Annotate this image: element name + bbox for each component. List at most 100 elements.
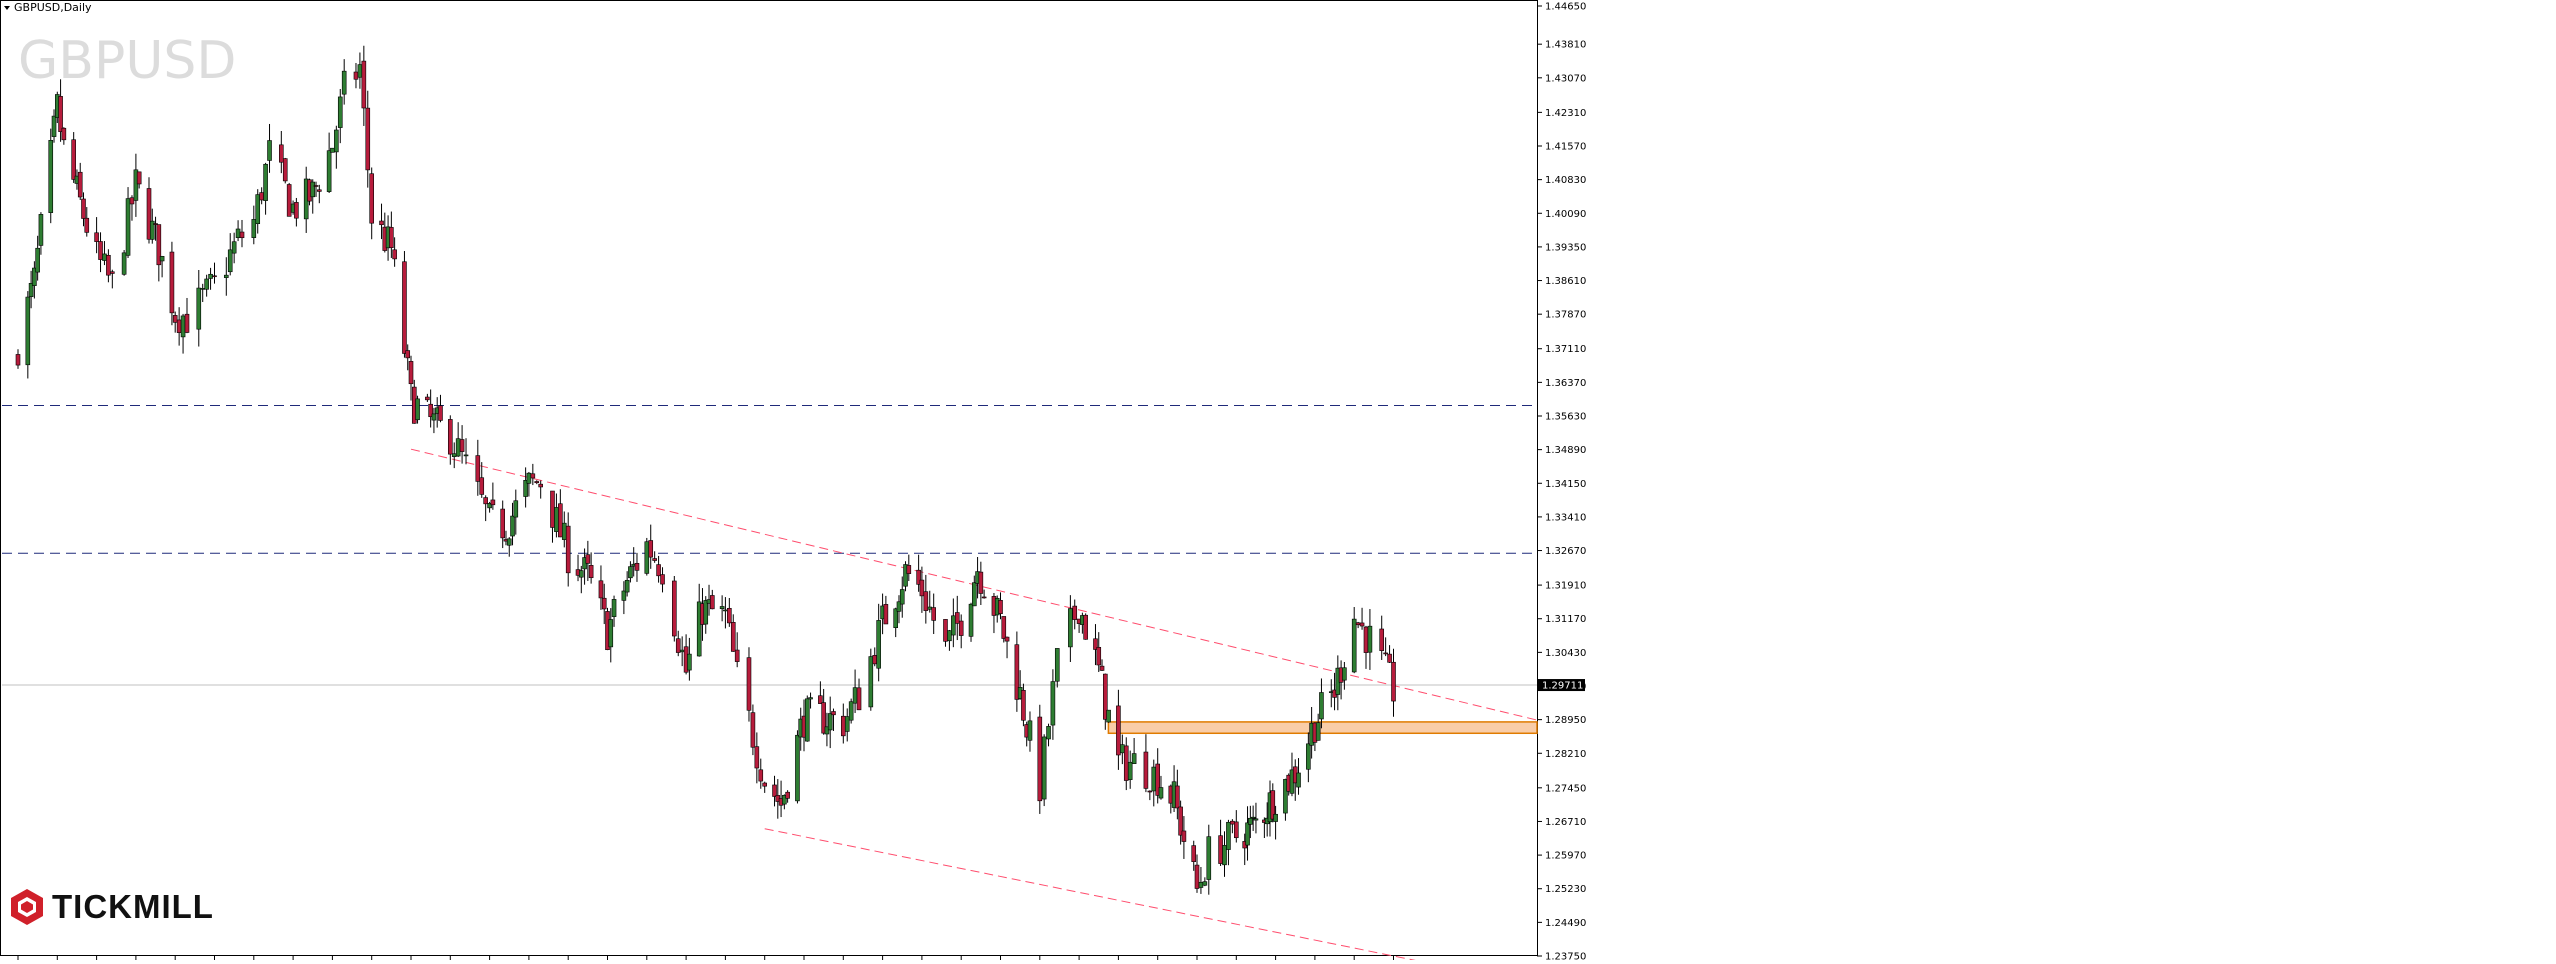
candle — [1054, 648, 1060, 688]
trendline[interactable] — [764, 828, 1537, 964]
candle — [876, 603, 881, 682]
candle — [379, 203, 384, 240]
y-tick-label: 1.26710 — [1545, 817, 1586, 828]
time-axis: 12 Jan 201824 Jan 20185 Feb 201815 Feb 2… — [0, 956, 1421, 964]
candle-body-bearish — [856, 687, 862, 711]
support-zone-rect[interactable] — [1107, 721, 1538, 735]
candle-body-bullish — [719, 606, 725, 609]
candle-body-bullish — [899, 589, 905, 605]
symbol-label: GBPUSD,Daily — [14, 1, 92, 14]
y-tick-label: 1.34890 — [1545, 445, 1586, 456]
candle — [746, 647, 752, 722]
candle — [25, 291, 31, 379]
candle — [1096, 632, 1102, 673]
candle-body-bullish — [35, 247, 40, 273]
candle — [1181, 816, 1187, 859]
candle — [1014, 631, 1020, 712]
candle — [1093, 624, 1098, 666]
candle — [727, 597, 732, 627]
candle-body-bullish — [621, 590, 627, 601]
candle-body-bullish — [824, 726, 830, 735]
candle-body-bearish — [110, 271, 115, 274]
candle-body-bullish — [506, 538, 512, 546]
horizontal-lines — [2, 405, 1537, 686]
candle — [1351, 607, 1357, 674]
candle-body-bearish — [1175, 785, 1180, 809]
candle — [652, 551, 657, 563]
candle — [212, 262, 217, 284]
candle-body-bullish — [208, 273, 213, 279]
candle-body-bearish — [58, 96, 63, 132]
candle — [408, 355, 414, 401]
candle — [1273, 805, 1278, 840]
candle-body-bearish — [153, 223, 158, 225]
candle — [1342, 661, 1347, 690]
candle — [954, 595, 960, 641]
candle-body-bearish — [447, 419, 453, 455]
candle-body-bullish — [1120, 744, 1125, 754]
candle-body-bullish — [1106, 709, 1111, 723]
candle-body-bearish — [459, 439, 465, 452]
symbol-watermark: GBPUSD — [18, 31, 236, 91]
candle — [558, 489, 563, 538]
candle — [94, 217, 99, 254]
y-tick-label: 1.40090 — [1545, 209, 1586, 220]
candle — [883, 595, 889, 625]
candle — [1106, 709, 1111, 723]
candle — [1359, 607, 1365, 630]
candle-body-bearish — [1387, 653, 1392, 663]
candle — [316, 184, 322, 204]
candle — [267, 123, 272, 173]
candle-body-bullish — [1041, 736, 1047, 800]
candle-body-bullish — [451, 453, 457, 457]
candle — [279, 130, 284, 174]
candle-body-bullish — [337, 96, 343, 128]
candle — [530, 463, 536, 486]
candle-body-bullish — [102, 253, 107, 261]
candle-body-bullish — [703, 600, 709, 625]
candle — [634, 552, 640, 582]
candle-body-bearish — [379, 220, 384, 226]
candle-body-bearish — [840, 715, 846, 737]
candle-body-bullish — [808, 697, 813, 700]
candle — [389, 211, 394, 258]
candle — [754, 732, 760, 784]
candle — [1021, 683, 1026, 727]
candle — [369, 167, 375, 240]
candle — [1315, 713, 1321, 741]
candle — [1253, 802, 1259, 834]
candle-body-bullish — [121, 252, 127, 275]
candle-body-bullish — [971, 582, 977, 607]
candle-body-bullish — [255, 194, 261, 225]
candle — [931, 593, 936, 635]
collapse-triangle-icon[interactable] — [4, 6, 10, 10]
candle — [204, 274, 209, 297]
y-tick-label: 1.44650 — [1545, 2, 1586, 13]
candle — [608, 608, 614, 663]
candle-body-bearish — [565, 525, 571, 574]
candle — [475, 439, 481, 496]
candle — [1250, 805, 1256, 831]
candle-body-bearish — [754, 746, 760, 769]
candle-body-bearish — [1093, 638, 1098, 650]
candle-body-bearish — [672, 580, 677, 637]
candle-body-bullish — [32, 267, 37, 286]
candle — [971, 575, 977, 607]
candle — [1116, 689, 1121, 770]
candle-body-bearish — [294, 202, 299, 219]
candle-body-bearish — [821, 702, 826, 734]
candle — [156, 224, 162, 282]
candle-body-bullish — [848, 701, 854, 721]
candle — [84, 207, 90, 237]
candle — [848, 698, 854, 724]
candle-body-bearish — [534, 481, 540, 484]
candle-body-bearish — [772, 784, 777, 797]
candle-body-bearish — [1218, 835, 1223, 864]
candle-body-bullish — [1206, 836, 1212, 880]
candle — [1037, 704, 1043, 814]
candle — [611, 595, 617, 627]
candle — [1206, 824, 1212, 895]
candle-body-bullish — [196, 287, 202, 330]
candle-body-bullish — [1202, 881, 1208, 886]
